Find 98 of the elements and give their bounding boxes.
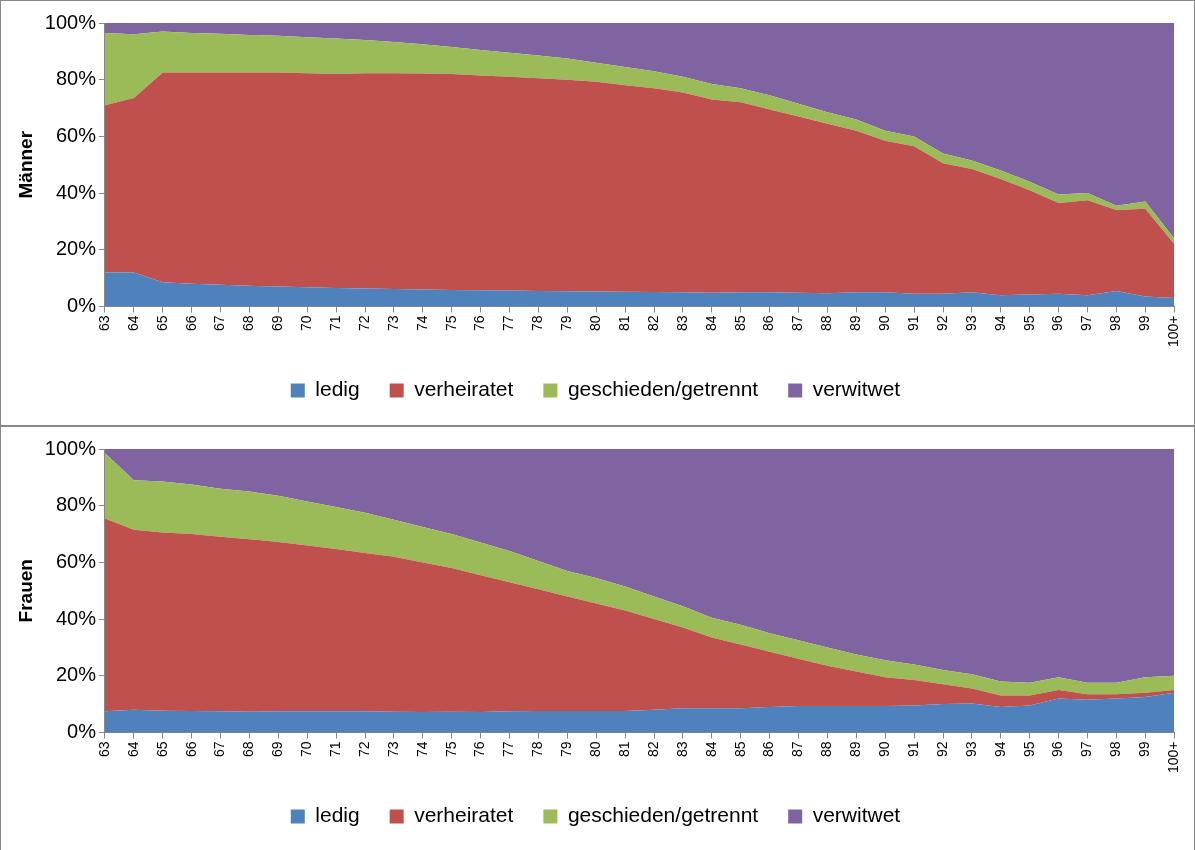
x-tick-label: 98 xyxy=(1107,315,1124,332)
x-tick-label: 67 xyxy=(211,315,228,332)
x-tick-label: 65 xyxy=(153,315,170,332)
x-tick-label: 79 xyxy=(558,315,575,332)
x-tick-label: 94 xyxy=(991,741,1008,758)
legend-label: ledig xyxy=(315,377,360,401)
x-tick-label: 77 xyxy=(500,741,517,758)
x-tick-label: 84 xyxy=(702,315,719,332)
x-tick-label: 100+ xyxy=(1165,741,1182,774)
legend-label: geschieden/getrennt xyxy=(567,377,759,401)
x-tick-label: 100+ xyxy=(1165,315,1182,348)
x-tick-label: 64 xyxy=(124,315,141,332)
x-tick-label: 66 xyxy=(182,315,199,332)
x-tick-label: 68 xyxy=(240,741,257,758)
x-tick-label: 72 xyxy=(355,315,372,332)
x-tick-label: 74 xyxy=(413,741,430,758)
x-tick-label: 70 xyxy=(298,741,315,758)
x-tick-label: 83 xyxy=(673,315,690,332)
x-tick-label: 85 xyxy=(731,741,748,758)
x-tick-label: 71 xyxy=(327,741,343,758)
x-tick-label: 79 xyxy=(558,741,575,758)
legend-label: verwitwet xyxy=(812,803,901,827)
x-tick-label: 65 xyxy=(153,741,170,758)
x-tick-label: 97 xyxy=(1078,315,1095,332)
x-tick-label: 90 xyxy=(876,315,893,332)
x-tick-label: 88 xyxy=(818,315,835,332)
y-tick-label: 20% xyxy=(55,663,97,686)
legend-label: verheiratet xyxy=(414,377,514,401)
x-tick-label: 70 xyxy=(298,315,315,332)
x-tick-label: 81 xyxy=(615,315,632,332)
x-tick-label: 93 xyxy=(962,315,979,332)
x-tick-label: 92 xyxy=(933,315,950,332)
x-tick-label: 95 xyxy=(1020,741,1037,758)
x-tick-label: 83 xyxy=(673,741,690,758)
x-tick-label: 77 xyxy=(500,315,517,332)
y-tick-label: 60% xyxy=(55,123,97,146)
x-tick-label: 90 xyxy=(876,741,893,758)
x-tick-label: 84 xyxy=(702,741,719,758)
x-tick-label: 74 xyxy=(413,315,430,332)
x-tick-label: 78 xyxy=(529,315,546,332)
y-tick-label: 40% xyxy=(55,180,97,203)
x-tick-label: 96 xyxy=(1049,741,1066,758)
x-tick-label: 91 xyxy=(904,315,921,332)
x-tick-label: 97 xyxy=(1078,741,1095,758)
x-tick-label: 87 xyxy=(789,741,806,758)
x-tick-label: 99 xyxy=(1136,741,1153,758)
y-tick-label: 0% xyxy=(67,719,97,742)
x-tick-label: 89 xyxy=(847,315,864,332)
y-tick-label: 20% xyxy=(55,237,97,260)
x-tick-label: 69 xyxy=(269,315,286,332)
x-tick-label: 96 xyxy=(1049,315,1066,332)
x-tick-label: 66 xyxy=(182,741,199,758)
x-tick-label: 85 xyxy=(731,315,748,332)
x-tick-label: 92 xyxy=(933,741,950,758)
x-tick-label: 88 xyxy=(818,741,835,758)
x-tick-label: 69 xyxy=(269,741,286,758)
x-tick-label: 73 xyxy=(384,315,401,332)
x-tick-label: 67 xyxy=(211,741,228,758)
x-tick-label: 94 xyxy=(991,315,1008,332)
y-tick-label: 60% xyxy=(55,549,97,572)
x-tick-label: 75 xyxy=(442,741,459,758)
legend-label: verheiratet xyxy=(414,803,514,827)
x-tick-label: 99 xyxy=(1136,315,1153,332)
y-tick-label: 100% xyxy=(44,10,97,33)
x-tick-label: 93 xyxy=(962,741,979,758)
x-tick-label: 72 xyxy=(355,741,372,758)
legend-label: geschieden/getrennt xyxy=(567,803,759,827)
x-tick-label: 80 xyxy=(587,315,604,332)
x-tick-label: 80 xyxy=(587,741,604,758)
x-tick-label: 86 xyxy=(760,741,777,758)
y-tick-label: 40% xyxy=(55,606,97,629)
y-tick-label: 80% xyxy=(55,493,97,516)
x-tick-label: 63 xyxy=(95,315,112,332)
x-tick-label: 82 xyxy=(644,315,661,332)
x-tick-label: 78 xyxy=(529,741,546,758)
x-tick-label: 76 xyxy=(471,741,488,758)
legend-label: verwitwet xyxy=(812,377,901,401)
x-tick-label: 86 xyxy=(760,315,777,332)
x-tick-label: 82 xyxy=(644,741,661,758)
x-tick-label: 71 xyxy=(327,315,343,332)
y-tick-label: 100% xyxy=(44,436,97,459)
x-tick-label: 63 xyxy=(95,741,112,758)
x-tick-label: 75 xyxy=(442,315,459,332)
x-tick-label: 89 xyxy=(847,741,864,758)
x-tick-label: 81 xyxy=(615,741,632,758)
x-tick-label: 64 xyxy=(124,741,141,758)
x-tick-label: 95 xyxy=(1020,315,1037,332)
x-tick-label: 87 xyxy=(789,315,806,332)
y-tick-label: 80% xyxy=(55,67,97,90)
y-axis-title: Frauen xyxy=(14,559,36,623)
x-tick-label: 76 xyxy=(471,315,488,332)
x-tick-label: 91 xyxy=(904,741,921,758)
x-tick-label: 73 xyxy=(384,741,401,758)
x-tick-label: 68 xyxy=(240,315,257,332)
y-tick-label: 0% xyxy=(67,293,97,316)
legend-label: ledig xyxy=(315,803,360,827)
y-axis-title: Männer xyxy=(14,130,36,199)
x-tick-label: 98 xyxy=(1107,741,1124,758)
